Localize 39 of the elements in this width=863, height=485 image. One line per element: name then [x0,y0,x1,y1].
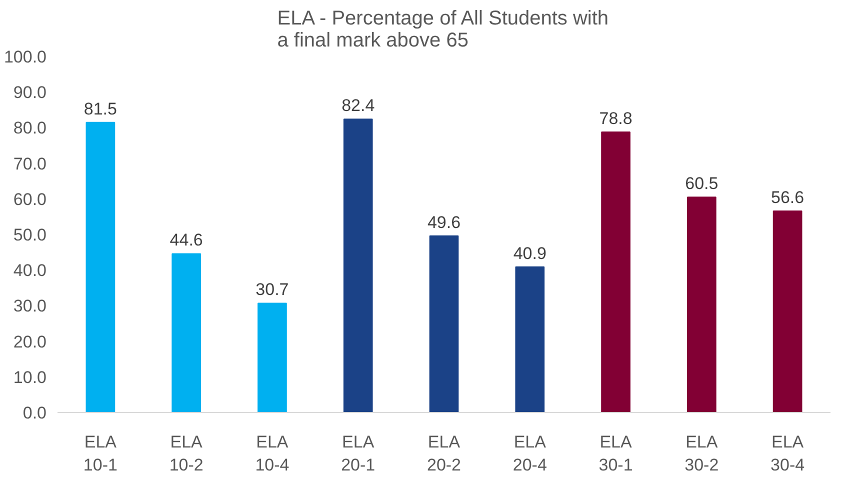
y-tick-label: 50.0 [13,226,47,244]
bar [429,235,459,412]
data-label: 30.7 [256,280,289,300]
x-tick-label: ELA 10-1 [83,432,118,474]
data-label: 40.9 [513,244,546,263]
x-tick-label: ELA 30-2 [684,432,719,474]
data-label: 49.6 [427,212,461,232]
bar [515,266,545,412]
y-tick-label: 100.0 [4,48,47,66]
y-tick-label: 80.0 [13,118,47,138]
bar [772,210,802,412]
y-tick-label: 60.0 [13,190,47,209]
x-tick-label: ELA 10-4 [255,432,290,474]
x-tick-label: ELA 30-4 [770,432,805,474]
chart-title: ELA - Percentage of All Students with a final mark above 65 [277,8,609,52]
bar [258,302,287,412]
data-label: 44.6 [170,230,203,250]
data-label: 56.6 [771,188,804,208]
y-tick-label: 30.0 [13,296,47,316]
data-label: 78.8 [599,108,632,128]
y-tick-label: 40.0 [13,261,47,280]
data-label: 81.5 [84,99,117,118]
x-tick-label: ELA 20-4 [512,432,547,474]
y-tick-label: 90.0 [13,83,47,102]
x-tick-label: ELA 30-1 [598,432,633,474]
bar [86,122,116,412]
y-tick-label: 70.0 [13,154,47,174]
x-tick-label: ELA 20-2 [426,432,462,474]
y-tick-label: 0.0 [22,404,47,422]
data-label: 60.5 [685,174,718,194]
bar [343,118,373,412]
data-label: 82.4 [342,96,375,116]
y-tick-label: 20.0 [13,332,47,352]
bar [172,253,202,412]
bar [686,196,716,412]
bar [601,131,630,412]
x-tick-label: ELA 10-2 [169,432,204,474]
x-tick-label: ELA 20-1 [341,432,376,474]
y-tick-label: 10.0 [13,368,47,387]
